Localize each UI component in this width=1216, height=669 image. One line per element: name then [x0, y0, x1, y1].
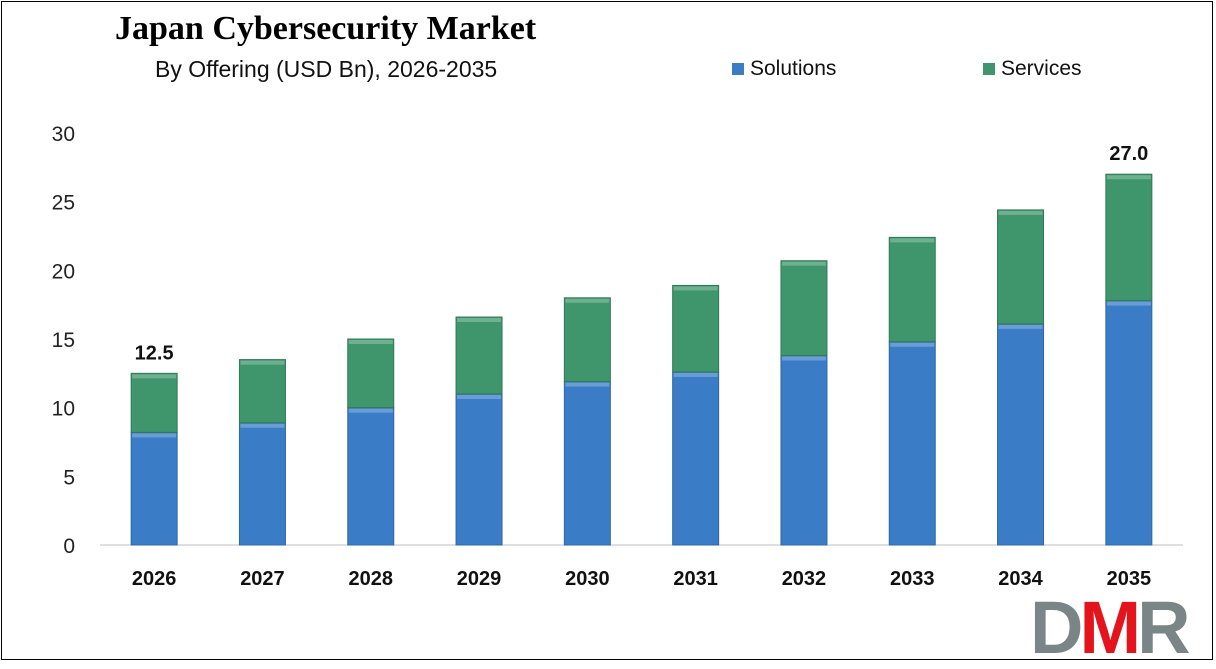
bar-bevel	[348, 340, 393, 344]
y-tick-label: 25	[52, 192, 75, 215]
x-tick-label: 2029	[457, 568, 502, 590]
bar-solutions-2035	[1105, 300, 1153, 546]
y-tick-label: 15	[52, 329, 75, 352]
bar-solutions-2027	[238, 422, 286, 546]
bar-bevel	[890, 342, 935, 347]
bar-bevel	[781, 356, 826, 361]
bar-solutions-2032	[780, 354, 828, 546]
bar-bevel	[565, 382, 610, 387]
x-tick-label: 2028	[349, 568, 394, 590]
legend-swatch-services	[983, 63, 995, 75]
y-tick-label: 0	[63, 535, 75, 558]
x-tick-label: 2034	[998, 568, 1043, 590]
x-tick-label: 2031	[673, 568, 718, 590]
bar-bevel	[1106, 301, 1151, 306]
x-tick-label: 2030	[565, 568, 610, 590]
bar-bevel	[132, 374, 177, 379]
bar-bevel	[132, 433, 177, 438]
bar-solutions-2030	[563, 381, 611, 546]
bar-services-2028	[347, 338, 395, 409]
x-tick-label: 2032	[782, 568, 827, 590]
bar-solutions-2031	[672, 371, 720, 546]
bar-bevel	[998, 324, 1043, 329]
bar-solutions-2034	[997, 323, 1045, 546]
bar-services-2026	[130, 372, 178, 433]
bar-bevel	[998, 210, 1043, 215]
legend-item-solutions: Solutions	[732, 57, 836, 81]
bar-bevel	[457, 318, 502, 323]
y-tick-label: 20	[52, 260, 75, 283]
bar-solutions-2028	[347, 407, 395, 546]
bar-services-2031	[672, 284, 720, 373]
legend-swatch-solutions	[732, 63, 744, 75]
bar-bevel	[240, 423, 285, 428]
bar-bevel	[781, 261, 826, 266]
y-tick-label: 5	[63, 466, 75, 489]
bar-solutions-2026	[130, 431, 178, 546]
bar-solutions-2029	[455, 393, 503, 546]
x-tick-label: 2027	[240, 568, 285, 590]
x-tick-label: 2035	[1107, 568, 1152, 590]
bar-services-2032	[780, 260, 828, 356]
legend-label-solutions: Solutions	[750, 57, 837, 80]
y-tick-label: 10	[52, 398, 75, 421]
legend-label-services: Services	[1001, 57, 1082, 80]
bar-bevel	[673, 372, 718, 377]
bar-bevel	[673, 286, 718, 291]
data-label-2026: 12.5	[135, 342, 174, 364]
chart-subtitle: By Offering (USD Bn), 2026-2035	[155, 56, 498, 82]
chart-title: Japan Cybersecurity Market	[115, 10, 537, 47]
legend-item-services: Services	[983, 57, 1082, 81]
bar-bevel	[240, 360, 285, 365]
bar-bevel	[1106, 175, 1151, 180]
bar-services-2030	[563, 297, 611, 383]
bar-services-2029	[455, 316, 503, 395]
y-tick-label: 30	[52, 123, 75, 146]
x-tick-label: 2026	[132, 568, 177, 590]
bar-bevel	[348, 408, 393, 413]
bar-services-2034	[997, 209, 1045, 325]
x-tick-label: 2033	[890, 568, 935, 590]
bar-bevel	[457, 394, 502, 399]
dmr-logo: DMR	[1030, 586, 1191, 669]
bar-services-2033	[888, 236, 936, 343]
data-label-2035: 27.0	[1109, 143, 1148, 165]
bar-solutions-2033	[888, 341, 936, 546]
bar-bevel	[890, 238, 935, 243]
bar-services-2027	[238, 359, 286, 424]
bar-bevel	[565, 298, 610, 303]
bar-services-2035	[1105, 173, 1153, 302]
